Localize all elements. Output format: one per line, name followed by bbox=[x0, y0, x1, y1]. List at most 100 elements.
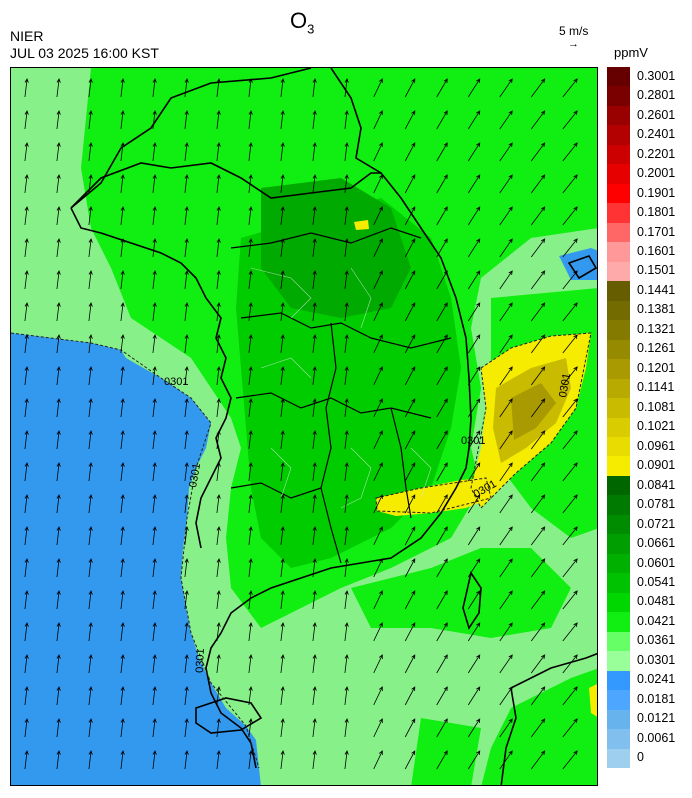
wind-arrow-icon bbox=[120, 78, 125, 98]
wind-arrow-icon bbox=[562, 206, 578, 226]
wind-arrow-icon bbox=[344, 622, 349, 642]
wind-arrow-icon bbox=[373, 366, 383, 386]
wind-arrow-icon bbox=[184, 366, 189, 386]
wind-arrow-icon bbox=[467, 590, 481, 610]
wind-arrow-icon bbox=[88, 142, 93, 162]
wind-arrow-icon bbox=[404, 654, 416, 674]
wind-arrow-icon bbox=[152, 686, 157, 706]
wind-arrow-icon bbox=[312, 270, 317, 290]
wind-arrow-icon bbox=[280, 78, 285, 98]
contour-label: 0301 bbox=[557, 372, 573, 398]
wind-arrow-icon bbox=[344, 654, 349, 674]
wind-arrow-icon bbox=[184, 430, 189, 450]
colorbar-tick-label: 0.1021 bbox=[637, 419, 676, 434]
wind-arrow-icon bbox=[88, 462, 93, 482]
wind-arrow-icon bbox=[280, 366, 285, 386]
wind-arrow-icon bbox=[216, 238, 221, 258]
wind-arrow-icon bbox=[280, 270, 285, 290]
colorbar-segment bbox=[607, 164, 630, 185]
wind-arrow-icon bbox=[530, 494, 546, 514]
wind-arrow-icon bbox=[373, 270, 383, 290]
wind-arrow-icon bbox=[120, 206, 125, 226]
wind-arrow-icon bbox=[436, 174, 448, 194]
colorbar-tick-label: 0.0301 bbox=[637, 652, 676, 667]
district-boundary-1 bbox=[250, 267, 312, 319]
wind-arrow-icon bbox=[562, 142, 578, 162]
wind-arrow-icon bbox=[152, 270, 157, 290]
wind-arrow-icon bbox=[312, 142, 317, 162]
wind-arrow-icon bbox=[280, 110, 285, 130]
colorbar-tick-label: 0 bbox=[637, 750, 644, 765]
district-boundary-6 bbox=[410, 447, 432, 499]
coastline-tsushima bbox=[462, 571, 482, 630]
wind-arrow-icon bbox=[562, 302, 578, 322]
wind-arrow-icon bbox=[152, 174, 157, 194]
wind-arrow-icon bbox=[373, 686, 383, 706]
wind-arrow-icon bbox=[152, 750, 157, 770]
wind-arrow-icon bbox=[404, 494, 416, 514]
wind-arrow-icon bbox=[344, 110, 349, 130]
wind-arrow-icon bbox=[56, 238, 61, 258]
wind-arrow-icon bbox=[467, 622, 481, 642]
wind-arrow-icon bbox=[562, 462, 578, 482]
wind-arrow-icon bbox=[184, 654, 189, 674]
wind-arrow-icon bbox=[56, 526, 61, 546]
wind-arrow-icon bbox=[499, 142, 513, 162]
wind-arrow-icon bbox=[436, 110, 448, 130]
wind-arrow-icon bbox=[436, 334, 448, 354]
wind-arrow-icon bbox=[499, 302, 513, 322]
wind-arrow-icon bbox=[499, 174, 513, 194]
wind-arrow-icon bbox=[344, 494, 349, 514]
wind-arrow-icon bbox=[436, 270, 448, 290]
wind-arrow-icon bbox=[373, 238, 383, 258]
wind-arrow-icon bbox=[56, 366, 61, 386]
colorbar-tick-label: 0.1381 bbox=[637, 302, 676, 317]
wind-arrow-icon bbox=[499, 334, 513, 354]
colorbar-segment bbox=[607, 495, 630, 516]
wind-arrow-icon bbox=[216, 526, 221, 546]
wind-arrow-icon bbox=[88, 398, 93, 418]
agency-label: NIER bbox=[10, 28, 44, 44]
wind-arrow-icon bbox=[373, 622, 383, 642]
wind-arrow-icon bbox=[562, 654, 578, 674]
wind-arrow-icon bbox=[24, 686, 29, 706]
colorbar-segment bbox=[607, 261, 630, 282]
wind-arrow-icon bbox=[467, 750, 481, 770]
wind-arrow-icon bbox=[120, 686, 125, 706]
wind-arrow-icon bbox=[56, 110, 61, 130]
wind-arrow-icon bbox=[248, 558, 253, 578]
wind-arrow-icon bbox=[467, 238, 481, 258]
wind-arrow-icon bbox=[562, 558, 578, 578]
colorbar-segment bbox=[607, 729, 630, 750]
wind-arrow-icon bbox=[216, 622, 221, 642]
wind-arrow-icon bbox=[312, 398, 317, 418]
contour-0301-east-line bbox=[470, 332, 592, 509]
wind-arrow-icon bbox=[184, 334, 189, 354]
wind-arrow-icon bbox=[562, 270, 578, 290]
wind-arrow-icon bbox=[24, 654, 29, 674]
coastline-north-korea-border bbox=[70, 162, 381, 209]
colorbar-segment bbox=[607, 222, 630, 243]
wind-arrow-icon bbox=[280, 334, 285, 354]
wind-arrow-icon bbox=[404, 558, 416, 578]
colorbar-tick-label: 0.1901 bbox=[637, 185, 676, 200]
wind-arrow-icon bbox=[344, 558, 349, 578]
colorbar-tick-label: 0.0961 bbox=[637, 438, 676, 453]
wind-arrow-icon bbox=[312, 238, 317, 258]
wind-arrow-icon bbox=[499, 526, 513, 546]
wind-arrow-icon bbox=[404, 270, 416, 290]
wind-arrow-icon bbox=[88, 622, 93, 642]
wind-arrow-icon bbox=[152, 206, 157, 226]
wind-arrow-icon bbox=[467, 366, 481, 386]
wind-arrow-icon bbox=[436, 622, 448, 642]
wind-arrow-icon bbox=[312, 206, 317, 226]
wind-arrow-icon bbox=[216, 366, 221, 386]
wind-arrow-icon bbox=[312, 462, 317, 482]
wind-arrow-icon bbox=[184, 622, 189, 642]
wind-arrow-icon bbox=[152, 398, 157, 418]
colorbar-segment bbox=[607, 709, 630, 730]
wind-arrow-icon bbox=[344, 718, 349, 738]
wind-arrow-icon bbox=[184, 558, 189, 578]
wind-arrow-icon bbox=[152, 238, 157, 258]
wind-arrow-icon bbox=[88, 238, 93, 258]
